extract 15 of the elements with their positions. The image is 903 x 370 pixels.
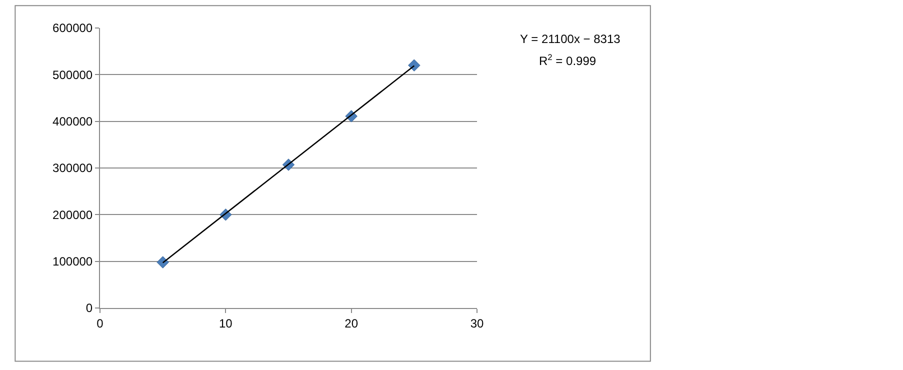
x-tick-label: 0 — [96, 316, 104, 330]
x-tick-label: 20 — [344, 316, 358, 330]
y-tick-label: 0 — [86, 301, 93, 316]
y-tick-label: 500000 — [52, 68, 93, 82]
x-tick-label: 30 — [470, 316, 484, 330]
point — [156, 256, 169, 268]
point — [408, 59, 420, 72]
text: Y = 21100x − 8313 — [520, 32, 621, 46]
y-tick-label: 600000 — [52, 21, 93, 36]
text: R$^{2}$ = 0.999 — [539, 52, 596, 68]
x-tick-label: 10 — [218, 316, 233, 330]
y-tick-label: 300000 — [52, 161, 93, 176]
y-tick-label: 400000 — [52, 114, 93, 129]
y-tick-label: 200000 — [52, 208, 93, 222]
y-tick-label: 100000 — [52, 254, 93, 269]
